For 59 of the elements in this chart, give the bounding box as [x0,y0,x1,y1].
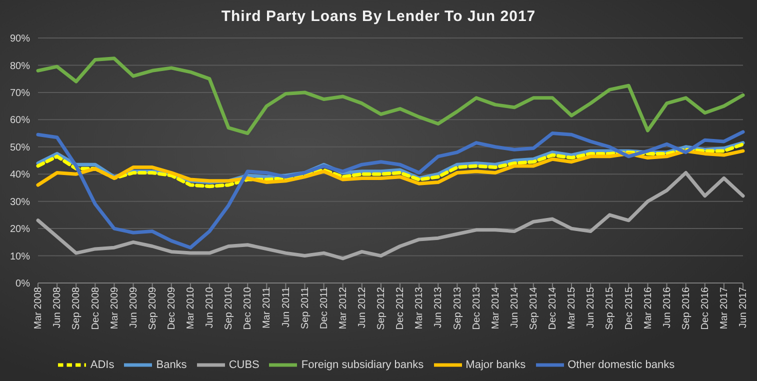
x-tick-label: Jun 2013 [433,286,444,328]
x-tick-label: Mar 2012 [338,286,349,330]
x-tick-label: Sep 2013 [452,286,464,330]
x-tick-label: Dec 2012 [395,286,406,330]
x-tick-label: Sep 2014 [528,286,540,330]
x-tick-label: Jun 2011 [280,286,292,328]
x-tick-label: Mar 2014 [490,286,502,330]
x-tick-label: Sep 2012 [376,286,388,330]
y-tick-label: 40% [10,170,30,181]
x-tick-label: Jun 2010 [204,286,216,328]
line-series [36,130,745,250]
x-tick-label: Jun 2009 [128,286,140,328]
legend-label: Foreign subsidiary banks [301,358,424,371]
x-tick-label: Mar 2013 [414,286,426,330]
x-tick-label: Mar 2011 [262,286,273,329]
y-tick-label: 20% [10,224,30,236]
x-tick-label: Jun 2017 [738,286,750,328]
x-tick-label: Sep 2009 [147,286,158,330]
legend-label: Other domestic banks [568,358,675,371]
x-tick-label: Mar 2008 [33,286,44,330]
x-tick-label: Sep 2008 [71,286,82,330]
y-tick-label: 60% [10,115,30,126]
legend-label: Major banks [466,358,526,371]
x-tick-label: Mar 2010 [186,286,197,330]
y-tick-label: 50% [10,142,30,154]
y-tick-label: 10% [10,251,30,262]
x-tick-label: Dec 2016 [700,286,711,330]
x-tick-label: Dec 2010 [242,286,254,330]
x-tick-label: Mar 2016 [642,286,654,330]
legend-label: CUBS [228,358,260,371]
x-tick-label: Mar 2015 [566,286,578,330]
x-tick-label: Dec 2011 [318,286,330,330]
x-tick-label: Sep 2016 [680,286,692,330]
x-tick-label: Jun 2016 [662,286,673,328]
x-tick-label: Dec 2009 [166,286,178,330]
y-tick-label: 90% [10,34,30,45]
y-tick-label: 80% [10,60,30,72]
x-tick-label: Sep 2015 [604,286,616,330]
legend-label: ADIs [90,358,114,371]
x-tick-label: Sep 2011 [300,286,311,330]
x-tick-label: Jun 2012 [357,286,368,328]
y-tick-label: 70% [10,88,30,99]
line-series [36,171,745,260]
x-tick-label: Dec 2008 [90,286,102,330]
x-tick-label: Mar 2009 [109,286,120,330]
line-series [36,149,745,187]
line-series [36,56,745,136]
x-tick-label: Jun 2014 [509,286,520,328]
chart-title: Third Party Loans By Lender To Jun 2017 [220,7,537,27]
x-tick-label: Jun 2008 [52,286,64,328]
x-tick-label: Dec 2015 [624,286,635,330]
x-tick-label: Jun 2015 [586,286,597,328]
x-tick-label: Dec 2013 [471,286,482,330]
y-tick-label: 30% [10,196,30,208]
x-tick-label: Dec 2014 [548,286,559,330]
x-tick-label: Sep 2010 [224,286,235,330]
legend-label: Banks [156,358,187,371]
x-tick-label: Mar 2017 [719,286,730,330]
y-tick-label: 0% [16,278,30,290]
